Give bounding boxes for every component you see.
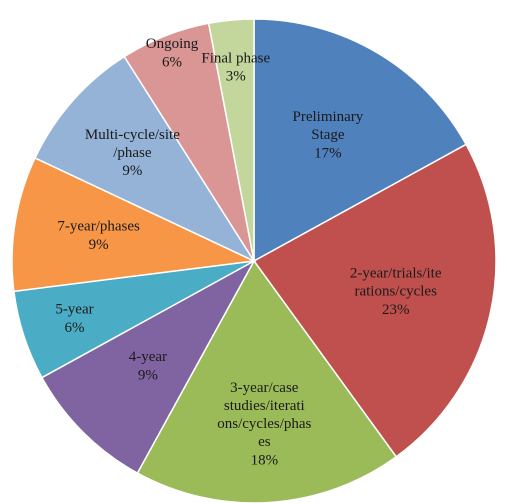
slice-label: Preliminary Stage [292, 109, 363, 143]
slice-label: 3-year/case studies/iterati ons/cycles/pha… [217, 381, 311, 451]
slice-label-line: ons/cycles/phas [217, 417, 311, 433]
pie-slice [11, 156, 257, 293]
slice-label-line: 2-year/trials/ite [350, 266, 442, 282]
slice-value-label: 17% [314, 145, 342, 161]
slice-label: Final phase [201, 51, 270, 67]
slice-label-line: Multi-cycle/site [85, 127, 180, 143]
slice-label-line: 3-year/case [230, 381, 299, 397]
slice-label-line: Final phase [201, 51, 270, 67]
pie-slice [34, 55, 257, 263]
slice-value-label: 9% [138, 368, 158, 384]
slice-label-line: 7-year/phases [57, 219, 140, 235]
slice-value-label: 9% [89, 237, 109, 253]
slice-label: 7-year/phases [57, 219, 140, 235]
pie-slice [252, 143, 497, 458]
slice-label: Ongoing [146, 36, 199, 52]
slice-value-label: 6% [64, 320, 84, 336]
slice-value-label: 6% [162, 54, 182, 70]
slice-label: 5-year [55, 302, 93, 318]
slice-value-label: 18% [251, 453, 279, 469]
slice-label: 2-year/trials/ite rations/cycles [350, 266, 442, 300]
slice-label-line: es [258, 435, 271, 451]
slice-label-line: studies/iterati [224, 399, 305, 415]
slice-value-label: 9% [122, 163, 142, 179]
pie-slice [136, 259, 398, 504]
pie-slice [40, 259, 256, 475]
pie-slice [253, 18, 468, 263]
slice-label-line: Ongoing [146, 36, 199, 52]
slice-label-line: 5-year [55, 302, 93, 318]
slice-label-line: 4-year [129, 350, 167, 366]
slice-label: 4-year [129, 350, 167, 366]
slice-label-line: rations/cycles [354, 284, 437, 300]
pie-slice [207, 18, 255, 262]
slice-label-line: Preliminary [292, 109, 363, 125]
slice-label-line: Stage [311, 127, 345, 143]
slice-label: Multi-cycle/site/phase [85, 127, 180, 161]
slice-label-line: /phase [113, 145, 152, 161]
slice-value-label: 23% [382, 302, 410, 318]
slice-value-label: 3% [226, 69, 246, 85]
